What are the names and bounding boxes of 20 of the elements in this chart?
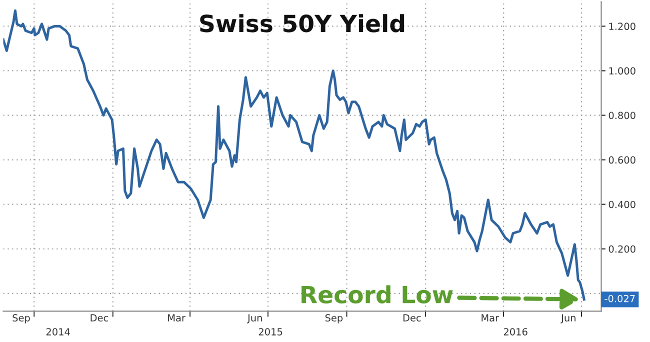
y-tick-label: 1.200 (609, 22, 636, 30)
x-tick-label: Mar (482, 314, 500, 322)
x-tick-label: Sep (12, 314, 30, 324)
x-tick-label: Mar (168, 314, 186, 322)
annotation: -0.027 (604, 294, 635, 302)
x2-tick-label: 2016 (504, 328, 528, 336)
y-tick-label: 1.000 (609, 67, 636, 75)
x-tick-label: Jun (247, 314, 262, 324)
y-tick-label: 0.200 (608, 245, 636, 253)
y-tick-label: 0.400 (608, 200, 636, 208)
x-tick-label: Sep (325, 314, 343, 324)
x2-tick-label: 2015 (258, 328, 282, 336)
x-tick-label: Dec (90, 314, 108, 322)
x2-tick-label: 2014 (46, 328, 70, 336)
x-tick-label: Jun (560, 314, 576, 324)
y-tick-label: 0.600 (608, 156, 636, 164)
y-tick-label: 0.800 (608, 112, 636, 120)
chart-title: Swiss 50Y Yield (200, 14, 404, 32)
x-tick-label: Dec (403, 314, 421, 322)
annotation: Record Low (302, 285, 453, 304)
